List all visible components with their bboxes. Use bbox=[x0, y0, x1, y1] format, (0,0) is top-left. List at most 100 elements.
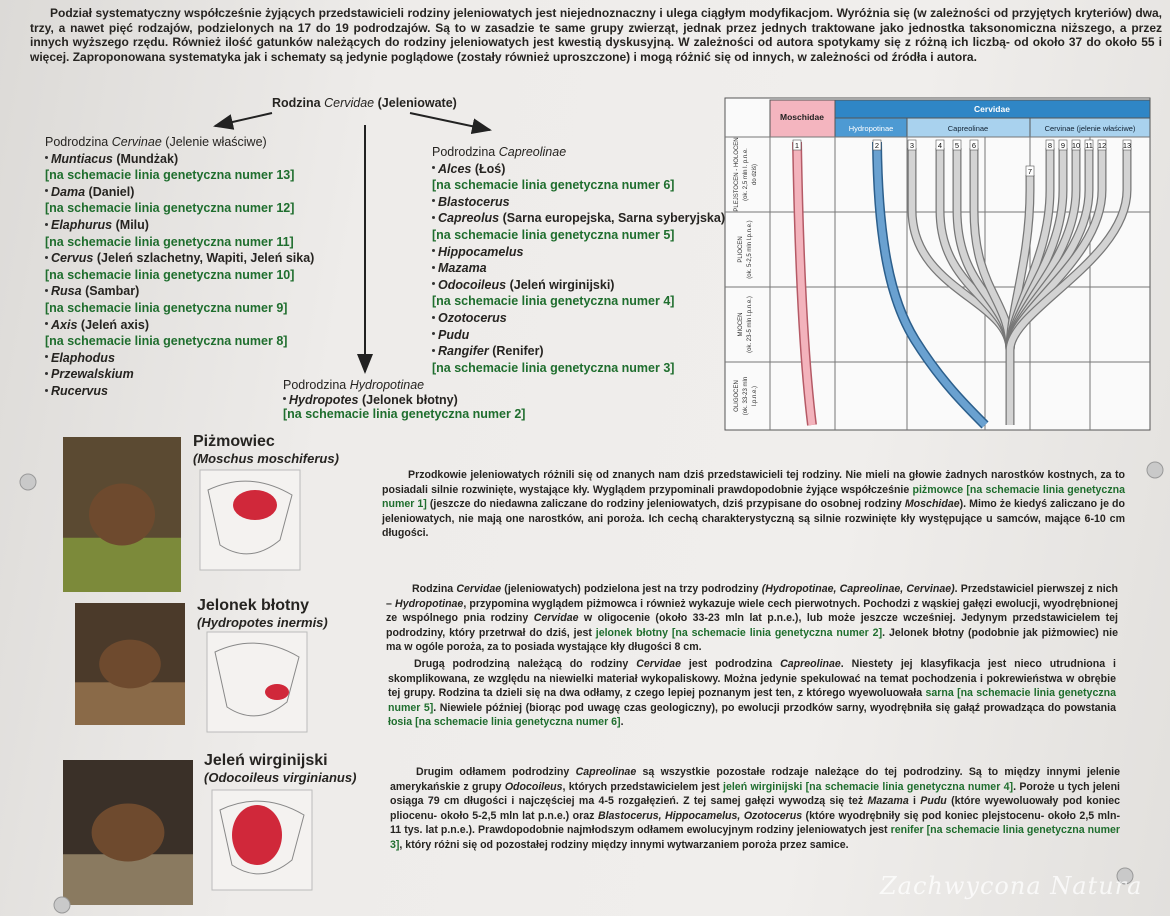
lineage-number: 12 bbox=[1098, 141, 1106, 150]
genus: Elaphurus (Milu) bbox=[45, 217, 314, 234]
italic-run: Cervidae bbox=[636, 658, 681, 670]
epoch-label: PLIOCEN bbox=[738, 236, 744, 262]
genus-name: Przewalskium bbox=[51, 367, 134, 382]
lineage-ref: [na schemacie linia genetyczna numer 4] bbox=[432, 294, 675, 309]
genus-name: Capreolus bbox=[438, 211, 500, 226]
subfamily-title: Podrodzina Cervinae (Jelenie właściwe) bbox=[45, 134, 314, 151]
screw bbox=[53, 896, 71, 914]
genus: Ozotocerus bbox=[432, 310, 725, 327]
latin-name: Capreolinae bbox=[498, 145, 567, 159]
highlight-run: piżmowce [na schemacie linia genetyczna … bbox=[382, 483, 1125, 511]
lineage-tag bbox=[872, 139, 882, 151]
epoch-label: (ok. 2,5 mln l. p.n.e. bbox=[743, 148, 749, 201]
species-latin: (Moschus moschiferus) bbox=[193, 451, 339, 466]
genus-name: Pudu bbox=[438, 327, 470, 342]
screw bbox=[1146, 461, 1164, 479]
genus: Dama (Daniel) bbox=[45, 184, 314, 201]
text-run: . Poroże u tych jeleni osiąga 79 cm dług… bbox=[390, 780, 1120, 808]
text-run: Drugim odłamem podrodziny bbox=[416, 766, 576, 778]
map-outline bbox=[214, 642, 300, 717]
genus-name: Axis bbox=[51, 317, 78, 332]
text-run: Przodkowie jeleniowatych różnili się od … bbox=[382, 469, 1125, 496]
common-name: (Milu) bbox=[115, 217, 149, 232]
italic-run: Cervidae bbox=[456, 583, 502, 595]
species-name: Jeleń wirginijski bbox=[204, 752, 328, 769]
genus: Cervus (Jeleń szlachetny, Wapiti, Jeleń s… bbox=[45, 250, 314, 267]
text-run: (jeszcze do niedawna zaliczane do rodzin… bbox=[426, 498, 905, 511]
genus-name: Cervus bbox=[51, 251, 94, 266]
text-run: . Niestety jej klasyfikacja jest nieco u… bbox=[388, 658, 1116, 700]
lineage-ref: [na schemacie linia genetyczna numer 9] bbox=[45, 300, 288, 315]
lineage-tag bbox=[1097, 139, 1107, 151]
epoch-label: MIOCEN bbox=[738, 313, 744, 337]
genus-name: Blastocerus bbox=[438, 194, 510, 209]
common-name: (Mundżak) bbox=[116, 151, 179, 166]
genus: Odocoileus (Jeleń wirginijski) bbox=[432, 277, 725, 294]
genus-name: Rucervus bbox=[51, 383, 108, 398]
lineage-ref: [na schemacie linia genetyczna numer 3] bbox=[432, 360, 675, 375]
genus-name: Muntiacus bbox=[51, 151, 113, 166]
subfamily-title: Podrodzina Capreolinae bbox=[432, 144, 725, 161]
latin-name: Cervinae bbox=[111, 135, 162, 149]
arrow bbox=[409, 112, 492, 135]
genus: Elaphodus bbox=[45, 350, 314, 367]
lineage-number: 4 bbox=[938, 141, 942, 150]
highlight-run: łosia [na schemacie linia genetyczna num… bbox=[388, 716, 621, 729]
species-title: Jelonek błotny (Hydropotes inermis) bbox=[197, 597, 328, 630]
genus: Alces (Łoś) bbox=[432, 161, 725, 178]
epoch-label: OLIGOCEN bbox=[734, 380, 740, 412]
photo-ground bbox=[75, 682, 185, 725]
lineage-ref: [na schemacie linia genetyczna numer 13] bbox=[45, 168, 295, 183]
lineage-number: 5 bbox=[955, 141, 959, 150]
range-area bbox=[233, 490, 277, 520]
photo-ground bbox=[63, 537, 181, 592]
latin-name: Cervidae bbox=[324, 96, 375, 110]
text-run: , przypomina wyglądem piżmowca i również… bbox=[386, 597, 1118, 625]
genus-name: Rusa bbox=[51, 284, 82, 299]
latin-name: Hydropotinae bbox=[349, 378, 425, 392]
lineage-tag bbox=[969, 139, 979, 151]
lineage-number: 3 bbox=[910, 141, 914, 150]
lineage-ref: [na schemacie linia genetyczna numer 8] bbox=[45, 334, 288, 349]
lineage-tag bbox=[935, 139, 945, 151]
genus: Mazama bbox=[432, 260, 725, 277]
highlight-run: jeleń wirginijski [na schemacie linia ge… bbox=[723, 780, 1014, 793]
lineage-number: 2 bbox=[875, 141, 879, 150]
genus-name: Elaphurus bbox=[51, 217, 113, 232]
watermark: Zachwycona Natura bbox=[880, 872, 1143, 900]
lineage-ref: [na schemacie linia genetyczna numer 2] bbox=[283, 407, 526, 421]
text-run: są wszystkie pozostałe rodzaje należące … bbox=[390, 766, 1120, 793]
epoch-label: (ok. 33-23 mln bbox=[743, 377, 749, 415]
animal bbox=[91, 803, 165, 862]
genus-name: Hydropotes bbox=[289, 392, 359, 407]
species-latin: (Hydropotes inermis) bbox=[197, 615, 328, 630]
common-name: (Jeleń wirginijski) bbox=[509, 277, 615, 292]
arrow bbox=[213, 112, 273, 130]
common-name: (Jeleń axis) bbox=[80, 317, 149, 332]
lineage-ref: [na schemacie linia genetyczna numer 10] bbox=[45, 267, 295, 282]
italic-run: Pudu bbox=[920, 795, 947, 808]
genus-name: Alces bbox=[438, 161, 472, 176]
italic-run: Capreolinae bbox=[780, 658, 841, 670]
text-run: Drugą podrodziną należącą do rodziny bbox=[414, 658, 637, 670]
text-run: jest podrodzina bbox=[680, 658, 781, 670]
text-run: Rodzina bbox=[412, 583, 457, 595]
epoch-label: PLEJSTOCEN - HOLOCEN bbox=[734, 137, 740, 211]
phylogeny-diagram: Moschidae Cervidae Hydropotinae Capreolinae… bbox=[724, 97, 1151, 431]
text-run: (które wyodrębniły się pod koniec plejst… bbox=[390, 809, 1120, 837]
italic-run: Moschidae bbox=[904, 498, 960, 511]
lineage-tag bbox=[792, 139, 802, 151]
lineage-number: 10 bbox=[1072, 141, 1080, 150]
lineage-number: 1 bbox=[795, 141, 799, 150]
lineage-tag bbox=[907, 139, 917, 151]
italic-run: Capreolinae bbox=[575, 766, 637, 778]
text-run: (jeleniowatych) podzielona jest na trzy … bbox=[501, 583, 762, 595]
genus-name: Rangifer bbox=[438, 344, 489, 359]
prefix: Podrodzina bbox=[45, 135, 109, 149]
lineage-ref: [na schemacie linia genetyczna numer 6] bbox=[432, 178, 675, 193]
text-run: , których przedstawicielem jest bbox=[562, 780, 724, 793]
family-header: Moschidae bbox=[780, 112, 824, 122]
subfamily-title: Podrodzina Hydropotinae bbox=[283, 378, 525, 393]
text-run: ). Mimo że kiedyś zaliczano je do jeleni… bbox=[382, 498, 1125, 540]
genus-name: Elaphodus bbox=[51, 350, 115, 365]
